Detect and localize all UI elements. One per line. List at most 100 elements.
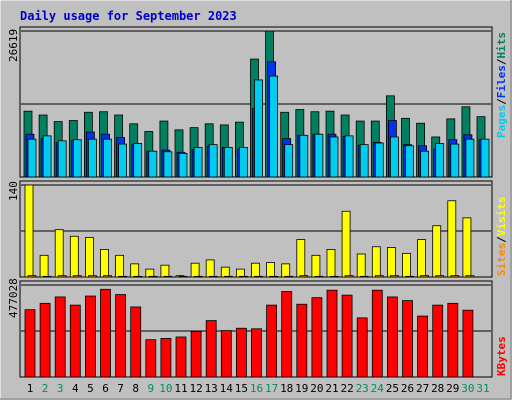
bar-pages-20 xyxy=(314,133,324,178)
bar-sites-2 xyxy=(42,275,52,278)
bar-visits-6 xyxy=(100,248,109,278)
chart-title: Daily usage for September 2023 xyxy=(20,9,237,23)
bar-kbytes-25 xyxy=(386,296,398,378)
bar-visits-9 xyxy=(145,268,155,278)
legend-sep-3: / xyxy=(495,236,508,243)
day-label-30: 30 xyxy=(461,382,474,395)
bar-sites-25 xyxy=(389,275,399,278)
bar-visits-19 xyxy=(296,239,306,278)
bar-visits-2 xyxy=(39,254,49,278)
bar-kbytes-20 xyxy=(311,297,323,378)
bar-kbytes-28 xyxy=(432,304,444,378)
bar-pages-19 xyxy=(299,134,309,178)
bar-sites-11 xyxy=(178,275,188,278)
bar-kbytes-27 xyxy=(417,315,429,378)
day-label-25: 25 xyxy=(386,382,399,395)
day-label-13: 13 xyxy=(205,382,218,395)
bar-kbytes-12 xyxy=(190,331,202,378)
chart-marks: 1 2 3 4 5 6 7 8 9 10 11 12 13 14 15 16 17 18 19 20 21 22 23 24 2… xyxy=(21,30,491,395)
bar-sites-5 xyxy=(88,275,97,278)
bar-visits-26 xyxy=(402,252,411,278)
bar-sites-4 xyxy=(72,275,82,278)
day-label-16: 16 xyxy=(250,382,263,395)
bar-pages-25 xyxy=(389,136,399,178)
bar-visits-27 xyxy=(417,239,427,278)
bar-kbytes-7 xyxy=(115,294,126,378)
bar-visits-14 xyxy=(220,266,230,278)
bar-visits-13 xyxy=(205,259,215,278)
bar-sites-27 xyxy=(420,275,430,278)
bar-visits-30 xyxy=(462,217,472,278)
legend-visits: Visits xyxy=(495,197,508,237)
bar-kbytes-1 xyxy=(24,309,36,378)
bar-pages-14 xyxy=(223,146,233,178)
bar-kbytes-6 xyxy=(100,288,111,378)
bar-pages-17 xyxy=(269,75,279,178)
bar-visits-5 xyxy=(85,237,94,278)
bar-pages-29 xyxy=(450,143,460,178)
bar-sites-14 xyxy=(223,275,233,278)
bar-sites-10 xyxy=(163,275,173,278)
bar-kbytes-21 xyxy=(326,289,338,378)
bar-sites-12 xyxy=(193,275,203,278)
svg-text:Pages/Files/Hits: Pages/Files/Hits xyxy=(495,32,508,138)
bar-sites-21 xyxy=(329,275,339,278)
bar-kbytes-15 xyxy=(235,327,247,378)
bar-pages-3 xyxy=(57,140,67,178)
bar-kbytes-29 xyxy=(447,302,459,378)
bar-pages-1 xyxy=(27,138,37,178)
bar-visits-15 xyxy=(235,268,245,278)
day-label-21: 21 xyxy=(325,382,338,395)
bar-sites-3 xyxy=(57,275,67,278)
bar-kbytes-26 xyxy=(402,300,413,378)
bar-visits-20 xyxy=(311,254,321,278)
bar-sites-28 xyxy=(435,275,445,278)
day-label-1: 1 xyxy=(27,382,34,395)
bar-visits-22 xyxy=(341,210,351,278)
bar-visits-7 xyxy=(115,254,124,278)
legend-sites: Sites xyxy=(495,243,508,276)
bar-kbytes-3 xyxy=(54,296,66,378)
bar-kbytes-14 xyxy=(220,330,232,378)
bar-pages-15 xyxy=(238,146,248,178)
bar-kbytes-11 xyxy=(175,336,187,378)
bar-sites-30 xyxy=(465,275,475,278)
day-label-11: 11 xyxy=(174,382,187,395)
bar-pages-12 xyxy=(193,146,203,178)
legend-kbytes: KBytes xyxy=(495,336,508,376)
bar-sites-18 xyxy=(284,275,294,278)
legend-files: Files xyxy=(495,65,508,98)
bar-kbytes-17 xyxy=(266,304,278,378)
bar-pages-2 xyxy=(42,135,52,178)
day-label-5: 5 xyxy=(87,382,94,395)
day-label-14: 14 xyxy=(220,382,234,395)
bar-kbytes-23 xyxy=(356,317,368,378)
bar-pages-30 xyxy=(465,138,475,178)
bar-pages-9 xyxy=(148,150,158,178)
day-label-22: 22 xyxy=(340,382,353,395)
bar-sites-13 xyxy=(208,275,218,278)
day-label-31: 31 xyxy=(476,382,489,395)
day-label-29: 29 xyxy=(446,382,459,395)
bar-kbytes-2 xyxy=(39,302,51,378)
bar-sites-17 xyxy=(269,275,279,278)
bar-kbytes-24 xyxy=(371,289,383,378)
bar-sites-23 xyxy=(359,275,369,278)
bar-sites-20 xyxy=(314,275,324,278)
bar-visits-1 xyxy=(24,184,34,278)
legend-sep-2: / xyxy=(495,58,508,65)
day-label-15: 15 xyxy=(235,382,248,395)
day-label-4: 4 xyxy=(72,382,79,395)
bar-pages-31 xyxy=(480,138,490,178)
bar-pages-7 xyxy=(118,143,127,178)
bar-pages-6 xyxy=(103,138,112,178)
day-label-8: 8 xyxy=(132,382,139,395)
bar-sites-8 xyxy=(133,275,143,278)
legend-pages: Pages xyxy=(495,105,508,138)
day-label-6: 6 xyxy=(102,382,109,395)
bar-pages-28 xyxy=(435,143,445,178)
bar-visits-16 xyxy=(251,262,260,278)
bar-sites-22 xyxy=(344,275,354,278)
legend-hits-panel: Pages/Files/Hits xyxy=(495,32,508,138)
bar-visits-21 xyxy=(326,248,336,278)
